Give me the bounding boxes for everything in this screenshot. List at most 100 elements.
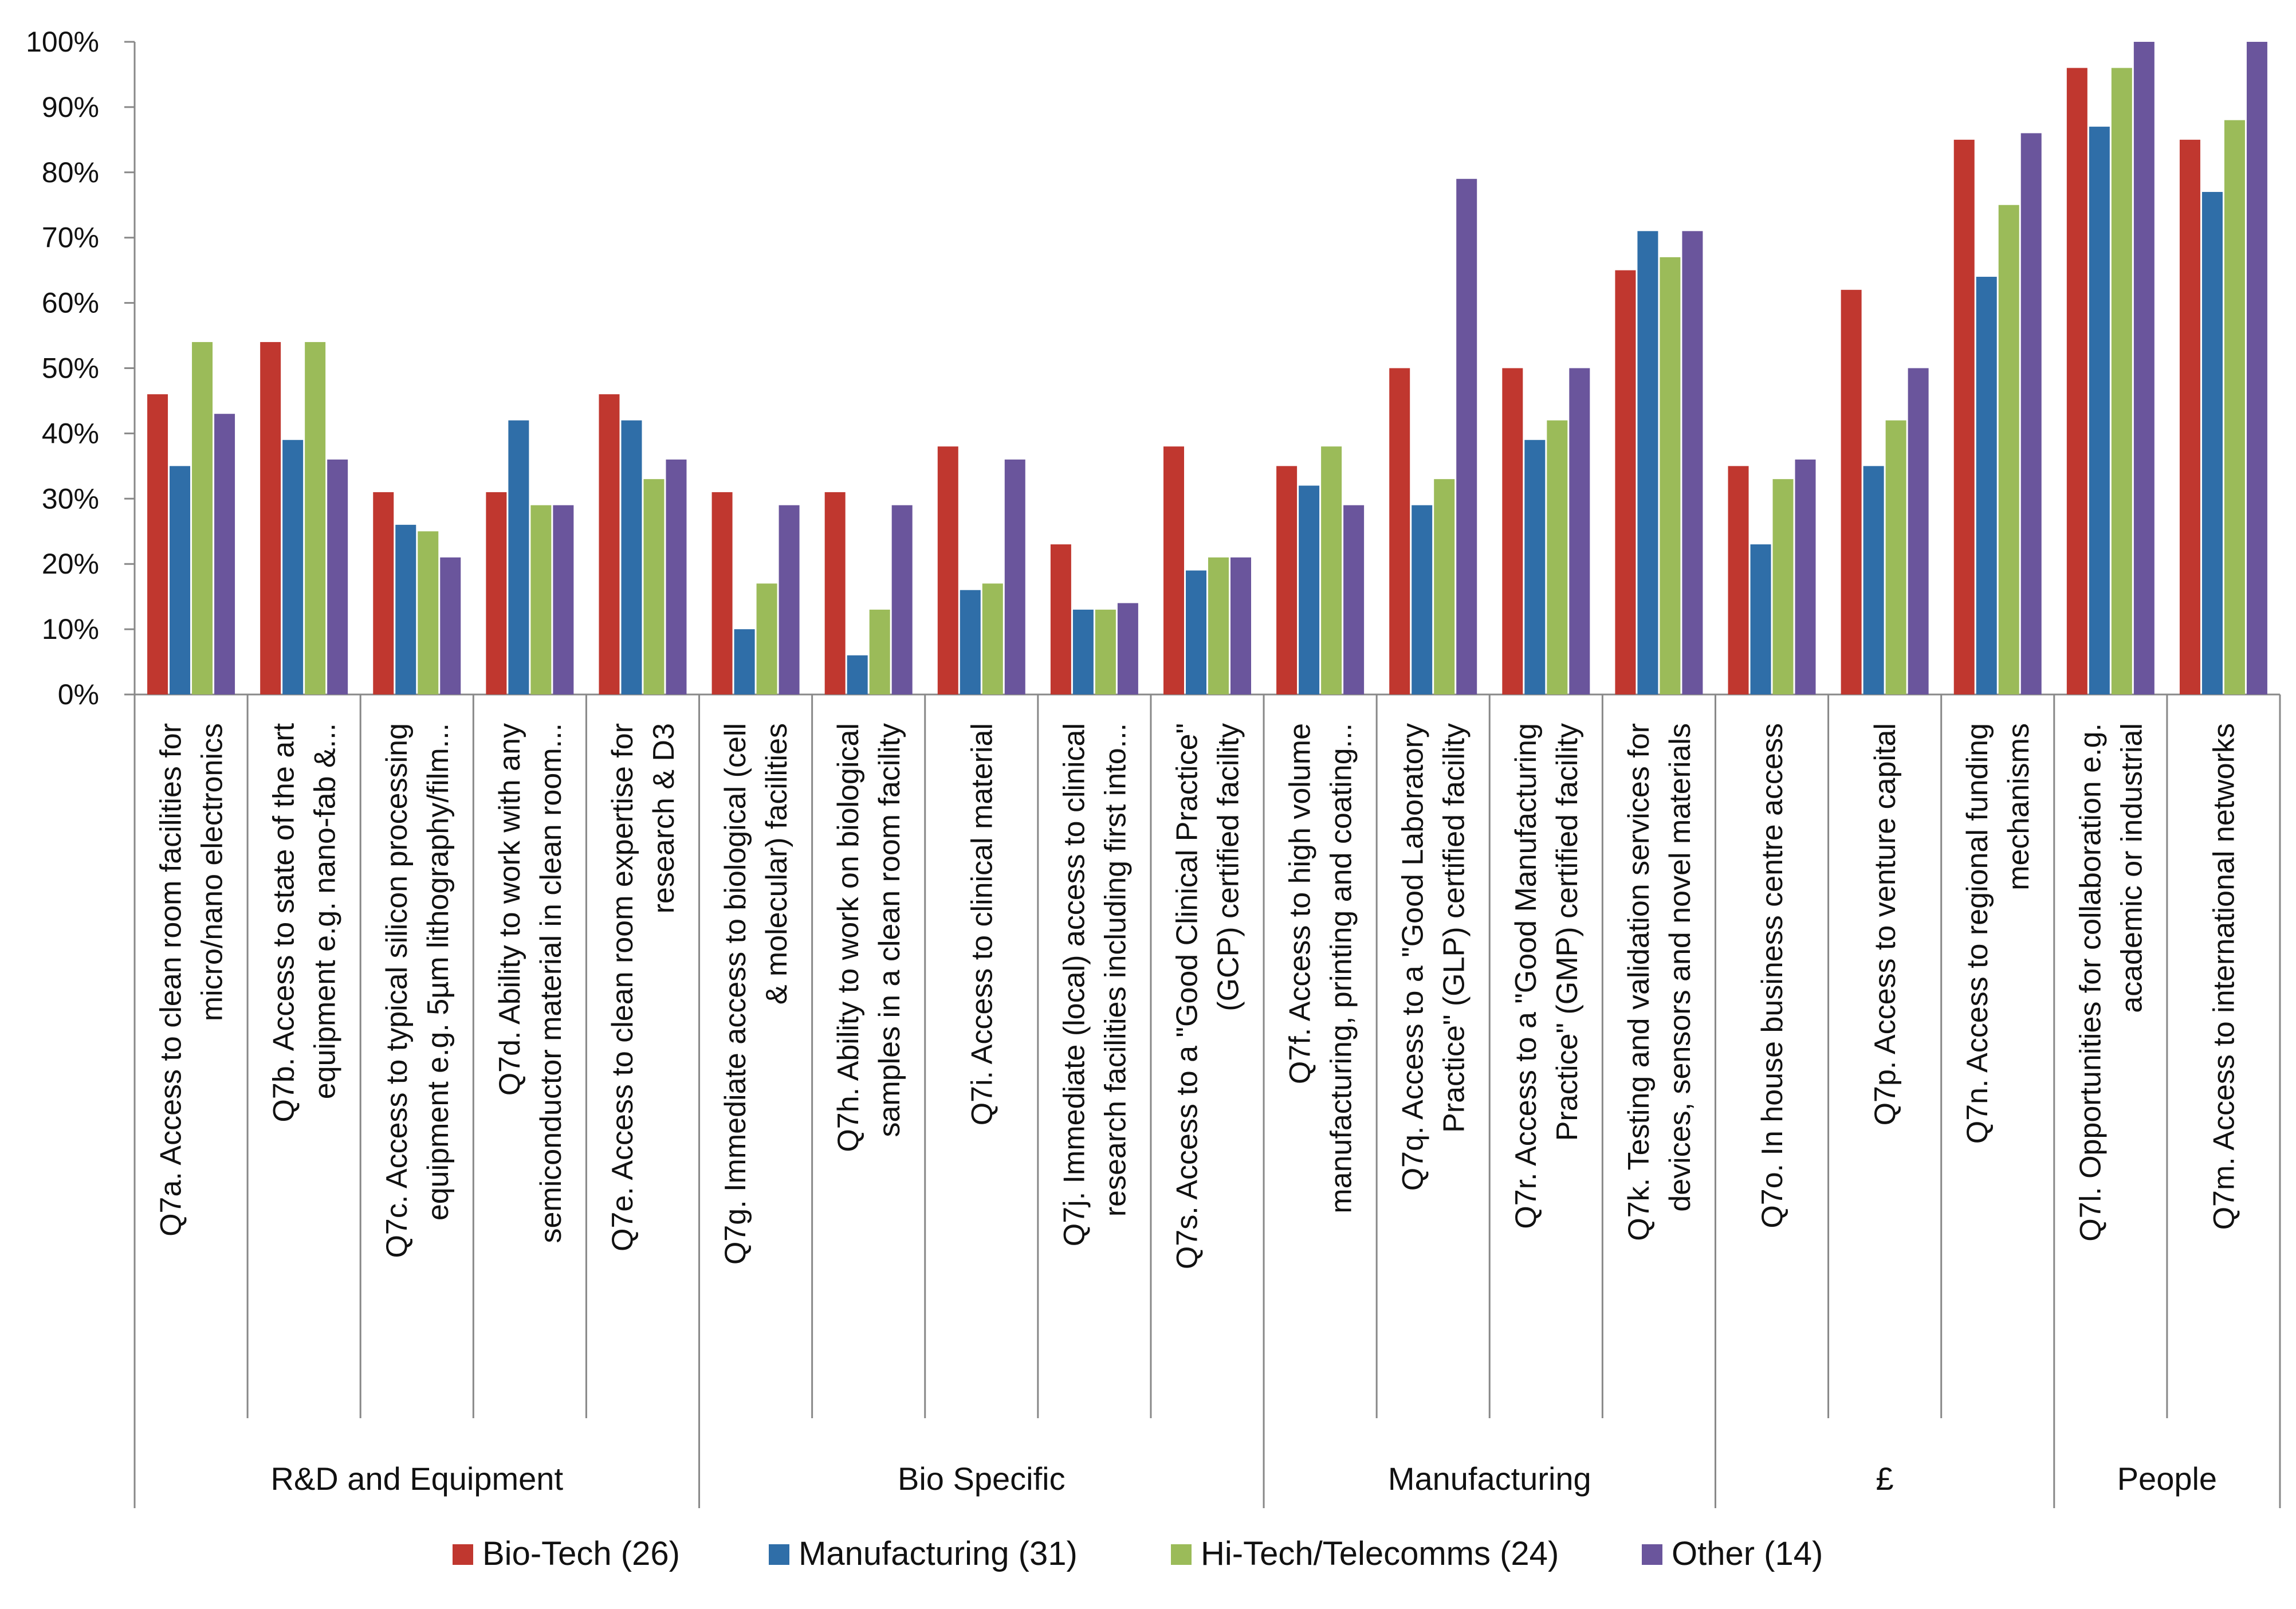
bar (214, 414, 235, 694)
legend-label: Manufacturing (31) (799, 1535, 1078, 1572)
group-label: Manufacturing (1388, 1461, 1591, 1497)
group-label: People (2117, 1461, 2217, 1497)
category-labels: Q7a. Access to clean room facilities for… (155, 723, 2241, 1269)
category-label: Q7k. Testing and validation services for (1622, 723, 1656, 1241)
bar (824, 492, 846, 694)
bar (643, 479, 665, 694)
bar (1321, 446, 1342, 694)
category-label: research facilities including first into… (1099, 723, 1132, 1216)
category-label: Q7q. Access to a "Good Laboratory (1397, 723, 1430, 1191)
bar (1637, 231, 1658, 694)
group-label: R&D and Equipment (271, 1461, 564, 1497)
y-tick-label: 60% (42, 287, 99, 319)
bar (1863, 466, 1884, 694)
bar (1841, 289, 1862, 694)
bar (418, 531, 439, 694)
legend-label: Hi-Tech/Telecomms (24) (1201, 1535, 1559, 1572)
bar (1299, 485, 1320, 694)
bar (508, 420, 529, 694)
bar (1276, 466, 1298, 694)
group-label: Bio Specific (898, 1461, 1066, 1497)
bar (1728, 466, 1749, 694)
bar (2201, 191, 2223, 695)
bar (2066, 68, 2087, 694)
bar (2179, 139, 2200, 695)
bar (282, 439, 304, 694)
legend-swatch (769, 1544, 789, 1565)
y-tick-label: 50% (42, 352, 99, 384)
bar (2020, 133, 2042, 694)
bar (1230, 557, 1251, 694)
category-label: (GCP) certified facility (1212, 723, 1245, 1011)
bar (2224, 120, 2245, 694)
legend: Bio-Tech (26) Manufacturing (31) Hi-Tech/T… (453, 1535, 1823, 1572)
bar (486, 492, 507, 694)
category-label: Q7d. Ability to work with any (493, 723, 526, 1096)
bar (891, 505, 913, 694)
y-tick-label: 40% (42, 417, 99, 449)
legend-swatch (453, 1544, 473, 1565)
bar (1456, 179, 1477, 694)
category-label: Q7i. Access to clinical material (965, 723, 998, 1125)
bar (960, 590, 981, 694)
bar (1412, 505, 1433, 694)
category-label: Practice" (GLP) certified facility (1438, 723, 1471, 1133)
category-label: Q7p. Access to venture capital (1869, 723, 1902, 1125)
bar (1772, 479, 1794, 694)
bar (1885, 420, 1906, 694)
y-tick-label: 80% (42, 156, 99, 189)
bar (1953, 139, 1975, 695)
y-tick-label: 10% (42, 613, 99, 645)
bar (847, 655, 868, 694)
bar (1502, 368, 1523, 694)
category-label: Q7g. Immediate access to biological (cel… (719, 723, 752, 1265)
bars (147, 42, 2267, 695)
y-tick-label: 30% (42, 482, 99, 515)
bar (1976, 277, 1997, 694)
bar (1795, 459, 1816, 694)
legend-swatch (1171, 1544, 1192, 1565)
category-label: research & D3 (647, 723, 681, 913)
bar (395, 524, 416, 694)
category-label: manufacturing, printing and coating... (1325, 723, 1358, 1214)
group-label: £ (1876, 1461, 1894, 1497)
category-label: Q7n. Access to regional funding (1961, 723, 1994, 1144)
bar (1569, 368, 1590, 694)
category-label: equipment e.g. 5µm lithography/film... (422, 723, 455, 1221)
bar (599, 394, 620, 694)
bar (1163, 446, 1184, 694)
bar (1615, 270, 1636, 694)
bar (666, 459, 687, 694)
bar (530, 505, 552, 694)
category-label: Q7f. Access to high volume (1284, 723, 1317, 1084)
bar (1660, 257, 1681, 694)
bar (734, 629, 755, 694)
category-label: Q7e. Access to clean room expertise for (606, 723, 639, 1251)
bar (2246, 42, 2267, 694)
category-label: Q7l. Opportunities for collaboration e.g… (2074, 723, 2107, 1242)
bar (1117, 603, 1138, 694)
bar (982, 583, 1003, 694)
category-label: micro/nano electronics (196, 723, 229, 1021)
bar (553, 505, 574, 694)
group-labels: R&D and Equipment Bio Specific Manufacturi… (271, 1461, 2218, 1497)
category-label: Q7s. Access to a "Good Clinical Practice… (1171, 723, 1204, 1269)
bar (2111, 68, 2132, 694)
legend-label: Other (14) (1672, 1535, 1823, 1572)
bar (1095, 609, 1116, 694)
bar (1343, 505, 1365, 694)
bar (621, 420, 642, 694)
category-label: academic or industrial (2115, 723, 2148, 1013)
bar (327, 459, 348, 694)
y-tick-label: 70% (42, 222, 99, 254)
legend-swatch (1642, 1544, 1662, 1565)
category-label: Q7r. Access to a "Good Manufacturing (1509, 723, 1543, 1229)
bar (711, 492, 733, 694)
category-label: samples in a clean room facility (873, 723, 906, 1137)
bar (1908, 368, 1929, 694)
bar (1050, 544, 1071, 694)
bar (1682, 231, 1703, 694)
y-tick-label: 90% (42, 91, 99, 123)
category-label: Practice" (GMP) certified facility (1551, 723, 1584, 1141)
